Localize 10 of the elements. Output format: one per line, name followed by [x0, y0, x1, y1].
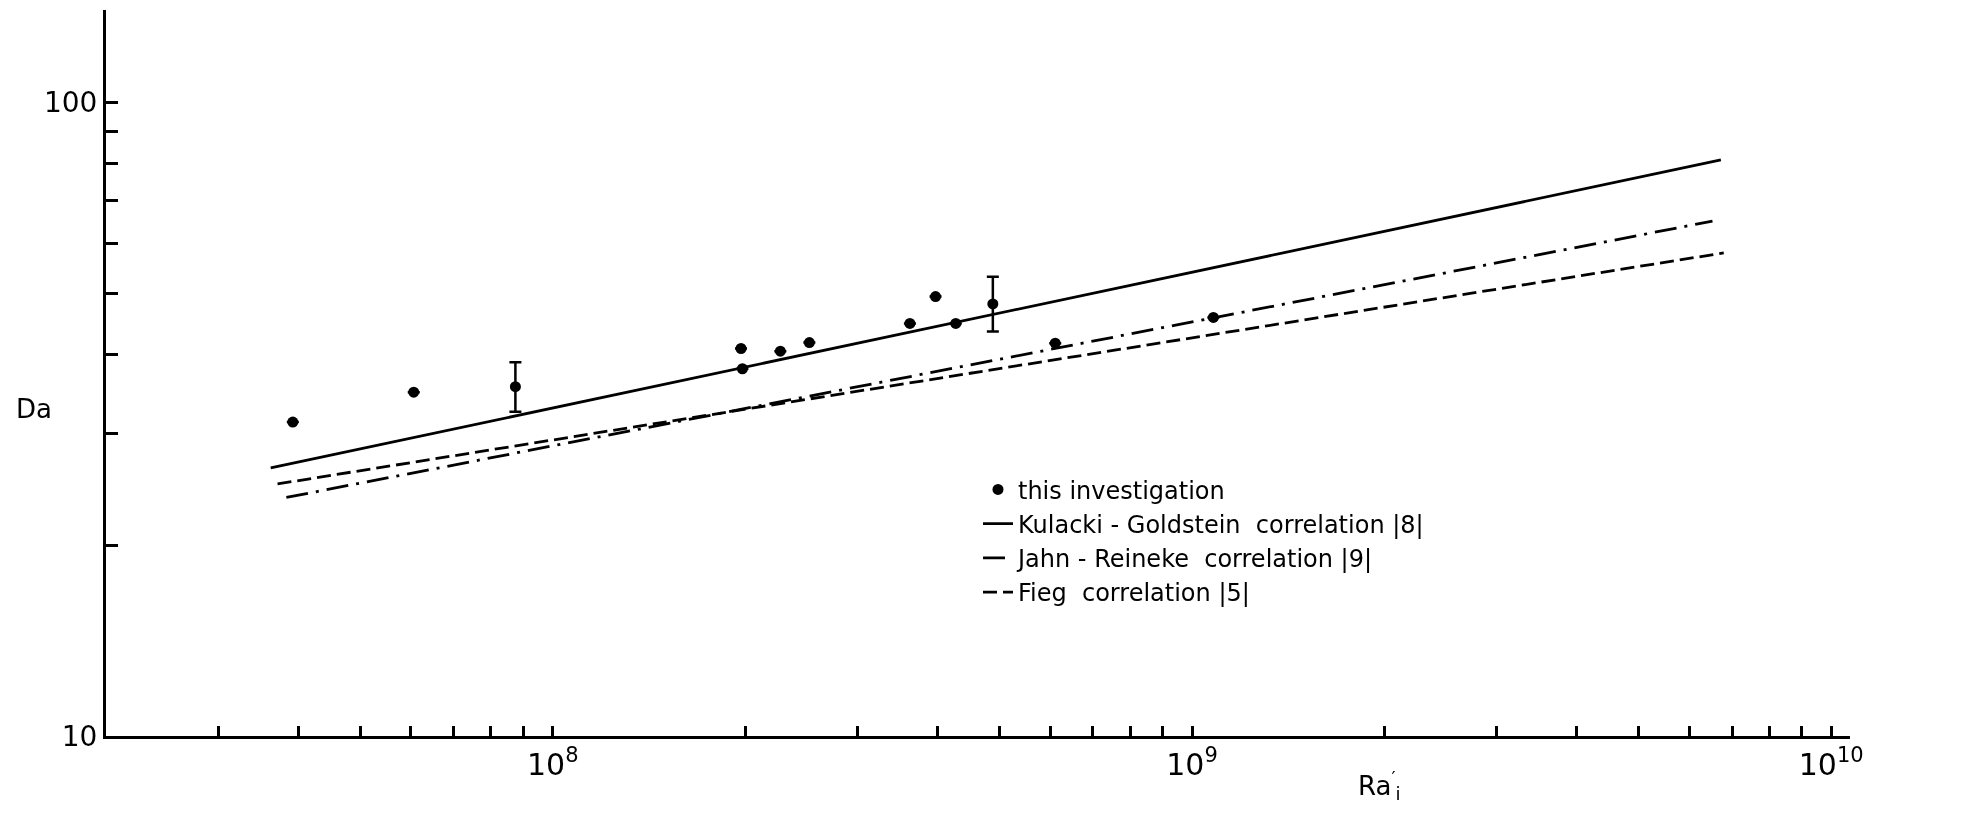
y-tick-label: 100	[43, 86, 98, 120]
x-tick-label: 10$^{9}$	[1166, 743, 1218, 782]
y-tick-label: 10	[61, 719, 98, 753]
legend-label: Kulacki - Goldstein correlation |8|	[1018, 511, 1424, 540]
legend-label: Jahn - Reineke correlation |9|	[1016, 545, 1373, 574]
y-axis-title: Da	[16, 394, 52, 424]
legend-label: this investigation	[1018, 476, 1225, 505]
legend-label: Fieg correlation |5|	[1018, 579, 1250, 608]
x-tick-label: 10$^{10}$	[1798, 743, 1864, 782]
x-tick-label: 10$^{8}$	[527, 743, 579, 782]
